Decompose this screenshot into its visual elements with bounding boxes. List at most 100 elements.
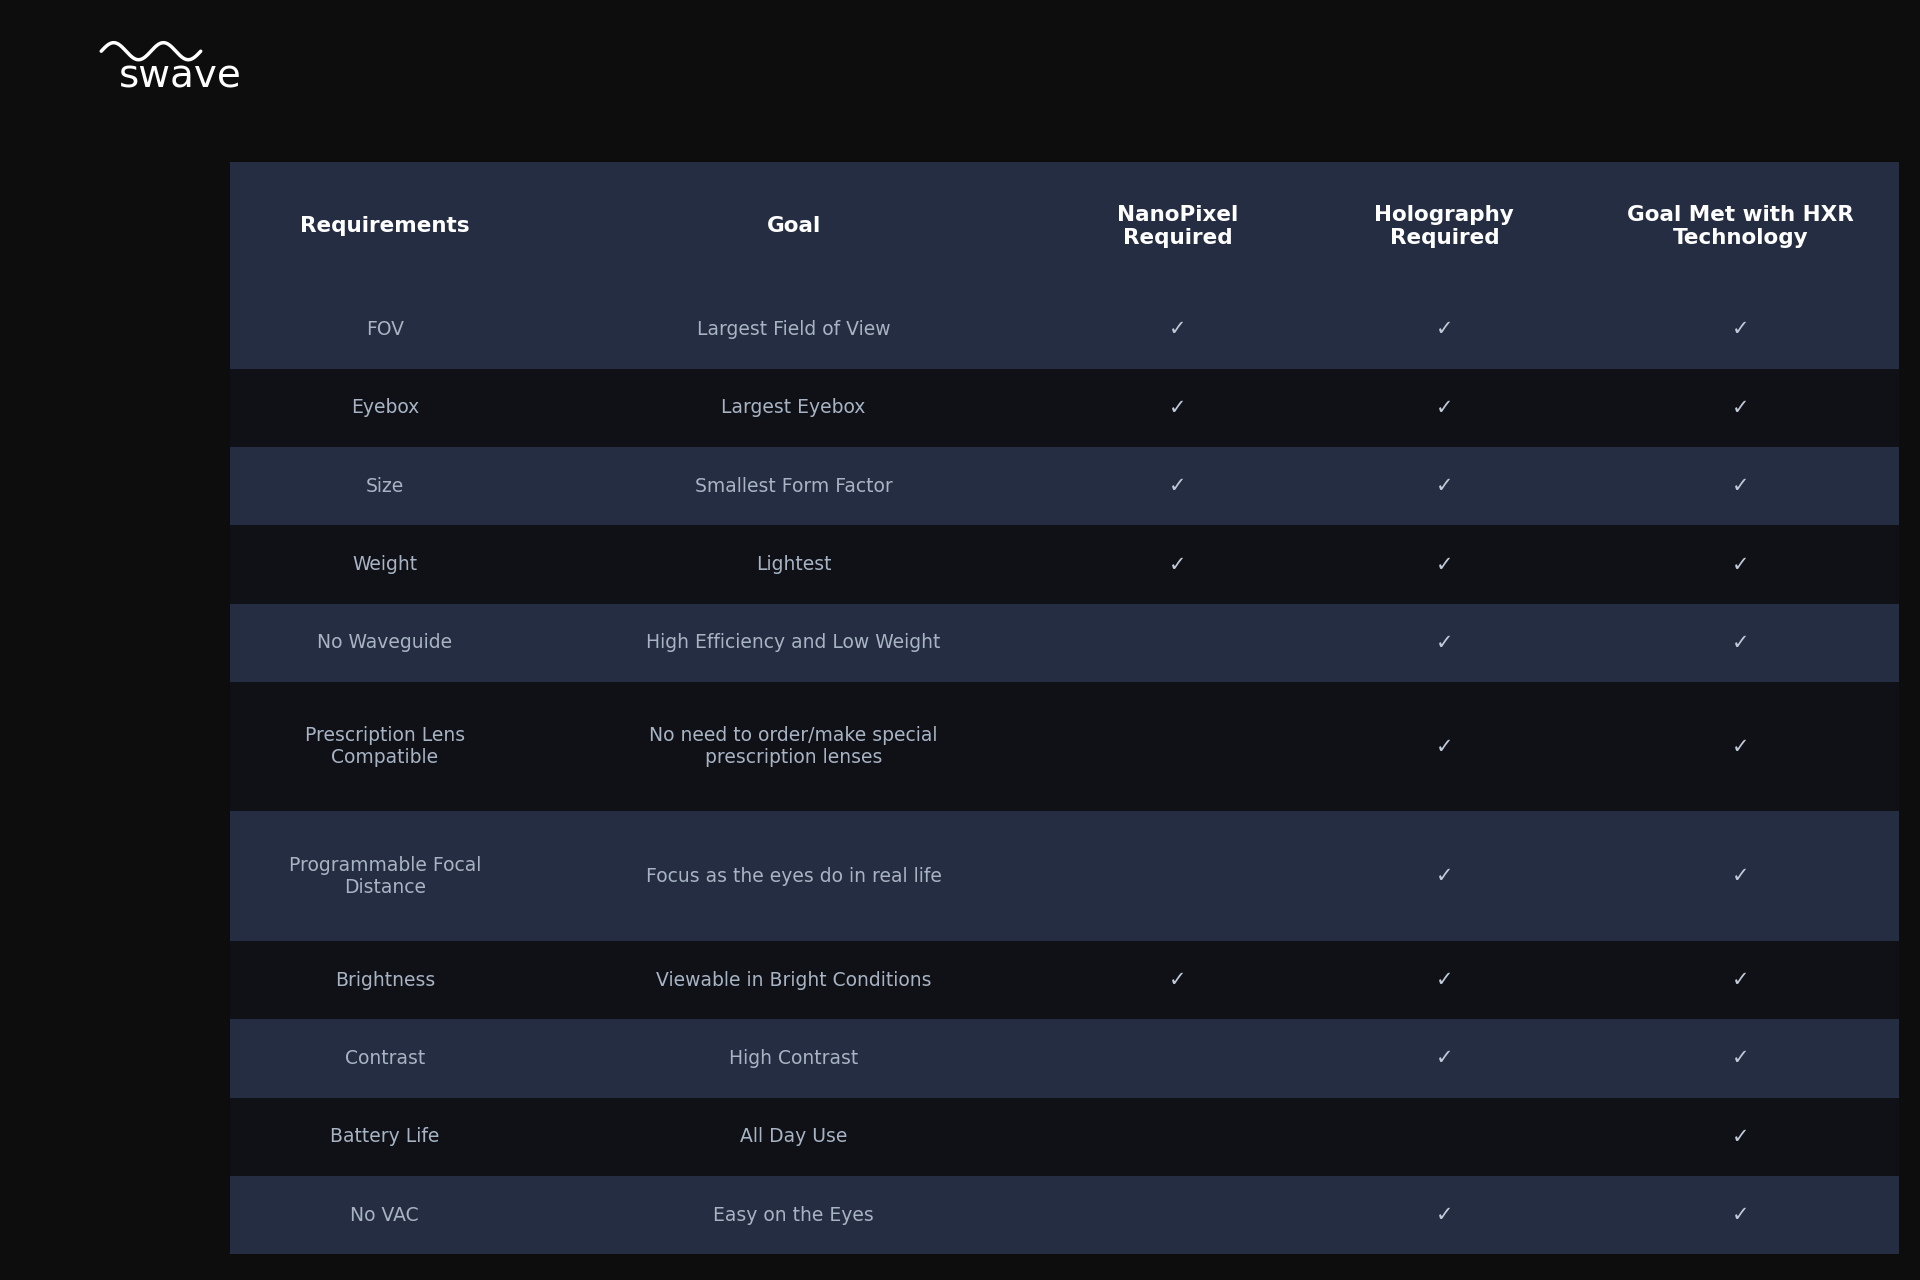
Bar [267, 0, 278, 12]
Bar [1131, 0, 1142, 12]
Bar [138, 0, 150, 12]
Text: ✓: ✓ [1732, 867, 1749, 886]
Bar [321, 0, 330, 12]
Bar [522, 0, 534, 12]
Bar [1035, 0, 1046, 12]
Bar [705, 0, 714, 12]
Bar [513, 0, 522, 12]
Bar [396, 0, 405, 12]
Bar [534, 0, 545, 12]
Bar [117, 0, 129, 12]
Bar [1215, 0, 1227, 12]
Bar [300, 0, 309, 12]
Text: ✓: ✓ [1169, 398, 1187, 417]
Bar [180, 0, 192, 12]
Bar [852, 0, 864, 12]
Text: Largest Eyebox: Largest Eyebox [722, 398, 866, 417]
Text: ✓: ✓ [1169, 476, 1187, 497]
Bar [864, 0, 876, 12]
Bar [246, 0, 257, 12]
Bar [1590, 0, 1601, 12]
Bar [822, 0, 833, 12]
Bar [672, 0, 684, 12]
Bar [1599, 0, 1611, 12]
Bar [1644, 0, 1653, 12]
Bar [230, 1098, 1899, 1176]
Bar [1803, 0, 1814, 12]
Bar [230, 291, 1899, 369]
Bar [468, 0, 480, 12]
Text: No need to order/make special
prescription lenses: No need to order/make special prescripti… [649, 726, 937, 767]
Bar [639, 0, 651, 12]
Text: Size: Size [365, 476, 403, 495]
Bar [1770, 0, 1782, 12]
Text: All Day Use: All Day Use [739, 1128, 847, 1147]
Bar [972, 0, 981, 12]
Bar [948, 0, 960, 12]
Text: Contrast: Contrast [344, 1048, 424, 1068]
Text: ✓: ✓ [1436, 319, 1453, 339]
Bar [1152, 0, 1164, 12]
Bar [1515, 0, 1526, 12]
Bar [33, 0, 42, 12]
Bar [1428, 0, 1440, 12]
Bar [651, 0, 662, 12]
Bar [1398, 0, 1409, 12]
Bar [609, 0, 618, 12]
Text: Programmable Focal
Distance: Programmable Focal Distance [288, 855, 480, 897]
Bar [597, 0, 609, 12]
Bar [1473, 0, 1482, 12]
Bar [447, 0, 459, 12]
Bar [1782, 0, 1793, 12]
Bar [1887, 0, 1899, 12]
Bar [459, 0, 470, 12]
Bar [876, 0, 885, 12]
Bar [618, 0, 630, 12]
Text: FOV: FOV [365, 320, 403, 339]
Bar [342, 0, 353, 12]
Bar [276, 0, 288, 12]
Bar [1569, 0, 1578, 12]
Bar [789, 0, 801, 12]
Text: Holography
Required: Holography Required [1375, 205, 1515, 248]
Text: ✓: ✓ [1732, 1126, 1749, 1147]
Bar [1269, 0, 1281, 12]
Bar [1866, 0, 1878, 12]
Bar [1536, 0, 1548, 12]
Bar [1824, 0, 1836, 12]
Bar [1407, 0, 1419, 12]
Text: ✓: ✓ [1169, 970, 1187, 989]
Bar [1674, 0, 1686, 12]
Bar [564, 0, 576, 12]
Bar [108, 0, 117, 12]
Bar [384, 0, 396, 12]
Bar [1140, 0, 1152, 12]
Bar [1311, 0, 1323, 12]
Bar [213, 0, 225, 12]
Bar [12, 0, 21, 12]
Bar [981, 0, 993, 12]
Bar [492, 0, 501, 12]
Bar [885, 0, 897, 12]
Text: ✓: ✓ [1732, 737, 1749, 756]
Bar [21, 0, 33, 12]
Bar [1068, 0, 1077, 12]
Text: Easy on the Eyes: Easy on the Eyes [712, 1206, 874, 1225]
Bar [230, 682, 1899, 812]
Bar [1749, 0, 1761, 12]
Bar [684, 0, 693, 12]
Text: ✓: ✓ [1436, 398, 1453, 417]
Bar [192, 0, 204, 12]
Bar [230, 1176, 1899, 1254]
Bar [230, 447, 1899, 525]
Bar [1695, 0, 1707, 12]
Bar [1056, 0, 1068, 12]
Bar [1227, 0, 1238, 12]
Text: Lightest: Lightest [756, 556, 831, 573]
Text: ✓: ✓ [1169, 554, 1187, 575]
Bar [1236, 0, 1248, 12]
Bar [129, 0, 138, 12]
Text: ✓: ✓ [1169, 319, 1187, 339]
Bar [555, 0, 566, 12]
Text: Smallest Form Factor: Smallest Form Factor [695, 476, 893, 495]
